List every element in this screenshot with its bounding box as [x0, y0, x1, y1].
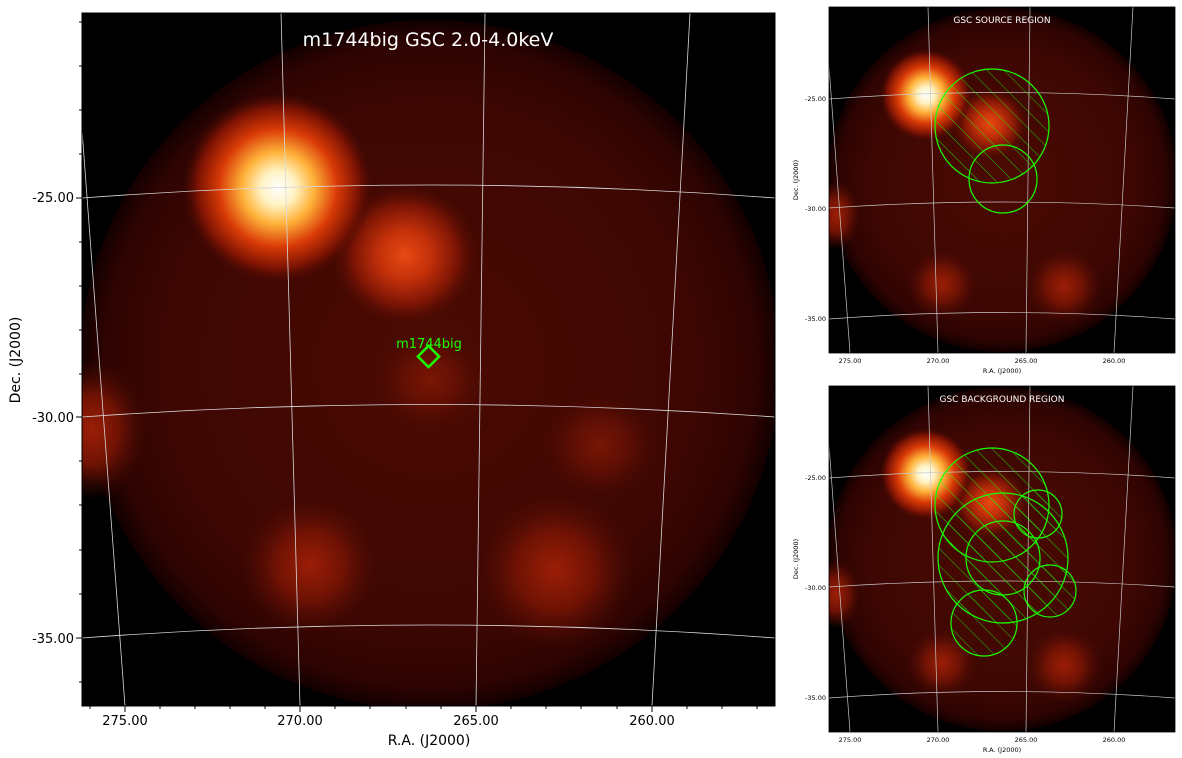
faint-source-2 [240, 495, 380, 635]
faint-source-3 [475, 490, 635, 650]
background-y-axis-label: Dec. (J2000) [792, 539, 800, 579]
target-label: m1744big [396, 337, 462, 352]
main-x-axis-label: R.A. (J2000) [388, 733, 471, 749]
background-y-tick-1: -25.00 [805, 474, 826, 482]
background-y-tick-3: -35.00 [805, 694, 826, 702]
background-x-tick-1: 275.00 [839, 736, 862, 744]
source-x-tick-4: 260.00 [1103, 357, 1126, 365]
source-x-tick-3: 265.00 [1015, 357, 1038, 365]
main-x-tick-1: 275.00 [102, 714, 148, 729]
source-faint-source-1 [907, 249, 977, 319]
background-x-axis-label: R.A. (J2000) [983, 746, 1021, 754]
background-panel-frame [828, 385, 1176, 733]
main-y-tick-2: -30.00 [32, 411, 74, 426]
background-panel-title: GSC BACKGROUND REGION [940, 395, 1065, 405]
source-y-tick-2: -30.00 [805, 205, 826, 213]
source-region-circle [934, 68, 1050, 184]
background-x-tick-3: 265.00 [1015, 736, 1038, 744]
faint-source-4 [540, 390, 660, 500]
background-region-circle-inner [965, 520, 1041, 596]
background-faint-source-3 [829, 559, 861, 629]
background-x-tick-4: 260.00 [1103, 736, 1126, 744]
source-region-panel [828, 6, 1176, 354]
source-y-tick-1: -25.00 [805, 95, 826, 103]
diamond-marker-icon [416, 344, 441, 369]
source-x-axis-label: R.A. (J2000) [983, 367, 1021, 375]
main-y-tick-1: -25.00 [32, 191, 74, 206]
main-y-axis-label: Dec. (J2000) [8, 317, 24, 404]
main-x-tick-4: 260.00 [629, 714, 675, 729]
bright-source [183, 93, 373, 283]
main-image-panel [76, 12, 776, 712]
main-y-tick-3: -35.00 [32, 632, 74, 647]
source-y-tick-3: -35.00 [805, 315, 826, 323]
source-panel-frame [828, 6, 1176, 354]
source-panel-title: GSC SOURCE REGION [953, 16, 1050, 26]
main-image-frame [81, 12, 776, 707]
coordinate-grid [82, 13, 775, 706]
source-exclusion-circle [968, 144, 1038, 214]
background-region-circle-right [1023, 564, 1077, 618]
main-x-tick-3: 265.00 [453, 714, 499, 729]
background-y-tick-2: -30.00 [805, 584, 826, 592]
main-title: m1744big GSC 2.0-4.0keV [303, 29, 554, 51]
background-region-panel [828, 385, 1176, 733]
source-x-tick-2: 270.00 [927, 357, 950, 365]
background-region-circle-lower [950, 589, 1018, 657]
faint-source-5 [370, 325, 490, 435]
source-y-axis-label: Dec. (J2000) [792, 160, 800, 200]
source-faint-source-2 [1026, 248, 1102, 324]
background-faint-source-2 [1026, 627, 1102, 703]
faint-source-edge [82, 360, 147, 500]
background-region-circle-upper-right [1013, 489, 1063, 539]
source-x-tick-1: 275.00 [839, 357, 862, 365]
background-x-tick-2: 270.00 [927, 736, 950, 744]
main-x-tick-2: 270.00 [277, 714, 323, 729]
main-ticks [76, 21, 758, 712]
source-faint-source-3 [829, 180, 861, 250]
